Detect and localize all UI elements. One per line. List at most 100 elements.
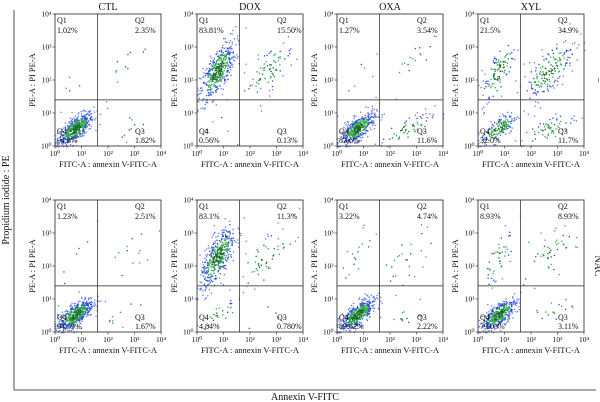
data-point [212, 243, 214, 245]
data-point [214, 261, 217, 263]
data-point [408, 117, 411, 119]
data-point [210, 247, 212, 249]
data-point [493, 144, 495, 146]
data-point [85, 120, 87, 122]
data-point [352, 123, 354, 125]
data-point [221, 117, 223, 119]
quadrant-label-q4: Q4 [480, 313, 490, 322]
data-point [222, 72, 224, 74]
data-point [492, 321, 494, 323]
data-point [347, 321, 349, 323]
data-point [87, 303, 89, 305]
data-point [223, 231, 225, 233]
data-point [77, 120, 79, 122]
data-point [493, 82, 495, 85]
data-point [542, 134, 544, 136]
data-point [67, 134, 69, 136]
data-point [494, 137, 496, 139]
data-point [548, 70, 550, 72]
data-point [213, 62, 215, 64]
data-point [197, 297, 199, 300]
data-point [491, 316, 493, 319]
data-point [351, 312, 353, 314]
data-point [223, 253, 225, 255]
data-point [79, 319, 81, 321]
data-point [83, 126, 86, 128]
y-tick-label: 10² [42, 76, 53, 85]
data-point [57, 325, 59, 327]
data-point [365, 127, 367, 129]
data-point [337, 326, 339, 328]
data-point [576, 236, 578, 239]
data-point [221, 266, 223, 268]
data-point [289, 53, 291, 55]
data-point [497, 320, 500, 322]
data-point [219, 65, 221, 67]
data-point [570, 122, 572, 124]
data-point [419, 116, 421, 118]
data-point [204, 257, 206, 259]
data-point [486, 318, 488, 320]
data-point [491, 130, 493, 132]
data-point [269, 68, 271, 70]
data-point [540, 129, 542, 131]
quadrant-value-q2: 2.51% [135, 212, 156, 221]
data-point [202, 264, 204, 266]
data-point [222, 243, 224, 245]
data-point [205, 69, 207, 71]
data-point [269, 64, 271, 66]
data-point [200, 287, 202, 289]
data-point [230, 66, 232, 69]
data-point [339, 132, 341, 134]
data-point [366, 303, 368, 305]
data-point [367, 116, 369, 118]
data-point [376, 294, 378, 297]
data-point [490, 121, 492, 123]
data-point [509, 126, 511, 128]
data-point [80, 113, 83, 115]
data-point [493, 312, 496, 314]
data-point [232, 259, 234, 262]
data-point [199, 289, 201, 291]
data-point [514, 308, 516, 310]
data-point [487, 82, 489, 85]
data-point [68, 134, 70, 136]
data-point [497, 323, 500, 325]
data-point [224, 257, 226, 259]
data-point [86, 301, 88, 303]
x-tick-label: 10¹ [359, 149, 369, 158]
data-point [367, 123, 369, 125]
data-point [355, 329, 357, 331]
data-point [362, 227, 364, 229]
data-point [434, 105, 436, 107]
data-point [70, 314, 72, 316]
data-point [248, 327, 250, 329]
data-point [222, 44, 224, 47]
data-point [364, 106, 367, 108]
data-point [353, 315, 355, 317]
data-point [553, 58, 555, 60]
data-point [549, 118, 551, 121]
data-point [553, 312, 556, 314]
data-point [73, 131, 76, 133]
data-point [544, 67, 546, 69]
data-point [200, 92, 202, 95]
data-point [533, 115, 536, 117]
data-point [505, 127, 508, 129]
data-point [499, 263, 501, 265]
data-point [81, 320, 83, 322]
data-point [534, 138, 536, 140]
data-point [266, 65, 268, 67]
data-point [519, 302, 521, 304]
data-point [277, 222, 279, 224]
data-point [360, 325, 362, 327]
data-point [231, 33, 233, 35]
data-point [214, 245, 217, 247]
data-point [65, 310, 68, 312]
data-point [500, 86, 502, 88]
data-point [210, 78, 212, 80]
data-point [207, 266, 209, 268]
x-tick-label: 10⁰ [473, 149, 484, 158]
data-point [219, 247, 221, 249]
